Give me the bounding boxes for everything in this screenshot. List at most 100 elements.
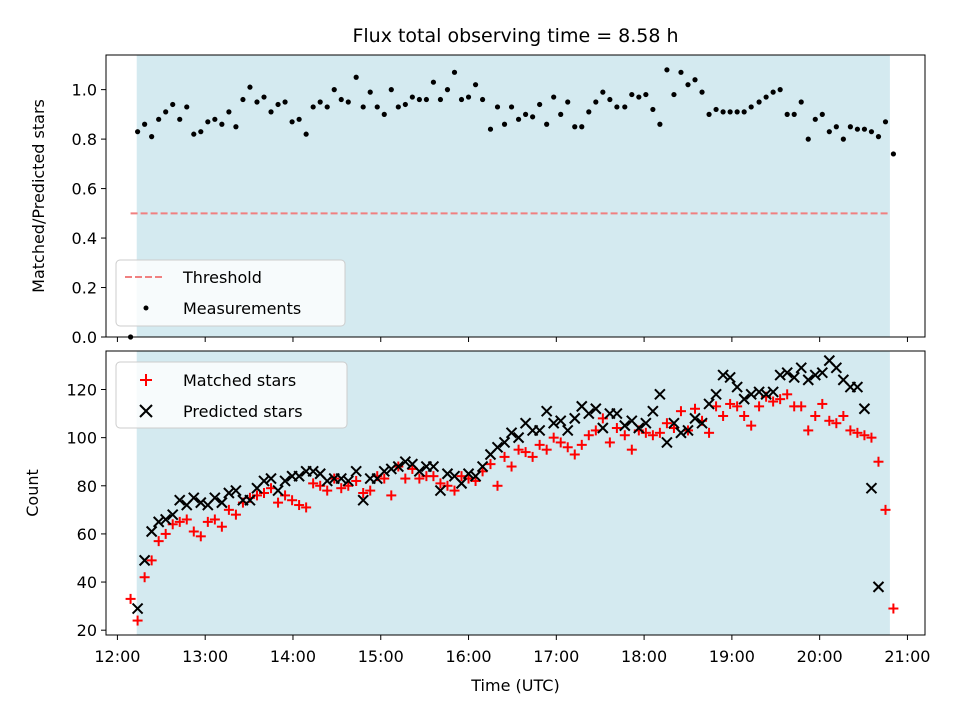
predicted-star-point bbox=[195, 496, 207, 509]
measurement-point bbox=[303, 131, 309, 137]
y-tick-label: 0.6 bbox=[72, 180, 97, 199]
matched-star-point bbox=[358, 488, 369, 498]
measurement-point bbox=[149, 134, 155, 140]
legend-matched-swatch bbox=[140, 374, 152, 386]
measurement-point bbox=[763, 94, 769, 100]
measurement-point bbox=[233, 124, 239, 130]
measurement-point bbox=[840, 136, 846, 142]
measurement-point bbox=[713, 106, 719, 113]
predicted-star-point bbox=[152, 516, 165, 528]
predicted-star-point bbox=[851, 381, 864, 393]
matched-star-point bbox=[209, 514, 220, 525]
matched-star-point bbox=[824, 415, 835, 426]
measurement-point bbox=[833, 124, 839, 130]
predicted-star-point bbox=[696, 417, 708, 429]
predicted-star-point bbox=[167, 508, 179, 521]
measurement-point bbox=[720, 109, 726, 115]
y-tick-label: 60 bbox=[77, 525, 97, 544]
measurement-point bbox=[275, 101, 281, 108]
predicted-star-point bbox=[321, 475, 333, 487]
measurement-point bbox=[622, 104, 628, 110]
matched-star-point bbox=[690, 403, 701, 414]
measurement-point bbox=[657, 121, 663, 127]
measurement-point bbox=[163, 109, 169, 115]
matched-star-point bbox=[611, 423, 622, 434]
matched-star-point bbox=[386, 490, 397, 501]
y-tick-label: 120 bbox=[66, 381, 97, 400]
bottom-y-axis-label: Count bbox=[23, 469, 42, 517]
predicted-star-point bbox=[865, 482, 878, 494]
measurement-point bbox=[296, 116, 302, 122]
predicted-star-point bbox=[555, 415, 567, 427]
y-tick-label: 1.0 bbox=[72, 81, 97, 100]
matched-star-point bbox=[782, 389, 793, 400]
predicted-star-point bbox=[434, 484, 447, 497]
predicted-star-point bbox=[491, 441, 504, 453]
predicted-star-point bbox=[619, 419, 631, 432]
x-tick-label: 20:00 bbox=[797, 647, 843, 666]
matched-star-point bbox=[294, 500, 305, 511]
matched-star-point bbox=[428, 471, 439, 482]
measurement-point bbox=[177, 116, 183, 122]
matched-star-point bbox=[852, 427, 863, 438]
matched-star-point bbox=[604, 437, 615, 448]
measurement-point bbox=[367, 89, 373, 95]
measurement-point bbox=[671, 91, 677, 98]
measurement-point bbox=[212, 116, 218, 122]
matched-star-point bbox=[569, 449, 580, 460]
y-tick-label: 0.2 bbox=[72, 279, 97, 298]
matched-star-point bbox=[499, 451, 510, 462]
measurement-point bbox=[198, 129, 204, 135]
bottom-plot-frame bbox=[105, 350, 926, 636]
predicted-star-point bbox=[858, 403, 871, 415]
matched-star-point bbox=[336, 483, 347, 494]
predicted-star-point bbox=[540, 405, 553, 417]
measurement-point bbox=[692, 77, 698, 83]
measurement-point bbox=[756, 99, 762, 105]
measurement-point bbox=[522, 111, 529, 117]
predicted-star-point bbox=[633, 422, 645, 434]
measurement-point bbox=[600, 89, 606, 95]
matched-star-point bbox=[548, 432, 559, 443]
measurement-point bbox=[430, 79, 437, 85]
predicted-star-point bbox=[145, 525, 158, 538]
measurement-point bbox=[741, 109, 747, 115]
measurement-point bbox=[345, 99, 351, 105]
measurements-series bbox=[127, 67, 896, 340]
x-tick-label: 16:00 bbox=[445, 647, 491, 666]
matched-star-point bbox=[188, 526, 199, 537]
measurement-point bbox=[777, 87, 783, 93]
matched-star-point bbox=[470, 475, 481, 486]
matched-star-point bbox=[888, 603, 899, 614]
predicted-star-point bbox=[209, 492, 221, 504]
measurement-point bbox=[699, 89, 705, 95]
bottom-legend-box bbox=[115, 361, 348, 429]
matched-star-point bbox=[153, 536, 164, 547]
top-legend-box bbox=[115, 259, 346, 327]
x-tick-label: 13:00 bbox=[182, 647, 228, 666]
matched-star-point bbox=[202, 516, 213, 527]
predicted-star-point bbox=[647, 405, 659, 417]
measurement-point bbox=[664, 67, 670, 73]
matched-star-point bbox=[287, 495, 298, 506]
predicted-star-point bbox=[476, 460, 489, 473]
measurement-point bbox=[861, 126, 868, 132]
matched-star-point bbox=[562, 442, 573, 453]
matched-star-point bbox=[181, 514, 192, 525]
measurement-point bbox=[416, 96, 422, 103]
matched-star-point bbox=[541, 444, 552, 455]
matched-star-point bbox=[230, 509, 241, 520]
matched-star-point bbox=[146, 555, 157, 566]
measurement-point bbox=[572, 124, 578, 130]
predicted-star-point bbox=[717, 369, 729, 381]
measurement-point bbox=[854, 126, 861, 132]
measurement-point bbox=[890, 151, 896, 157]
measurement-point bbox=[360, 104, 366, 110]
predicted-star-point bbox=[174, 494, 186, 506]
y-tick-label: 0.4 bbox=[72, 229, 97, 248]
predicted-star-point bbox=[378, 465, 390, 478]
bottom-y-axis-ticks: 20 40 60 80 100 120 bbox=[66, 381, 106, 640]
predicted-star-point bbox=[293, 470, 305, 482]
measurement-point bbox=[805, 136, 811, 142]
predicted-star-point bbox=[342, 475, 354, 487]
